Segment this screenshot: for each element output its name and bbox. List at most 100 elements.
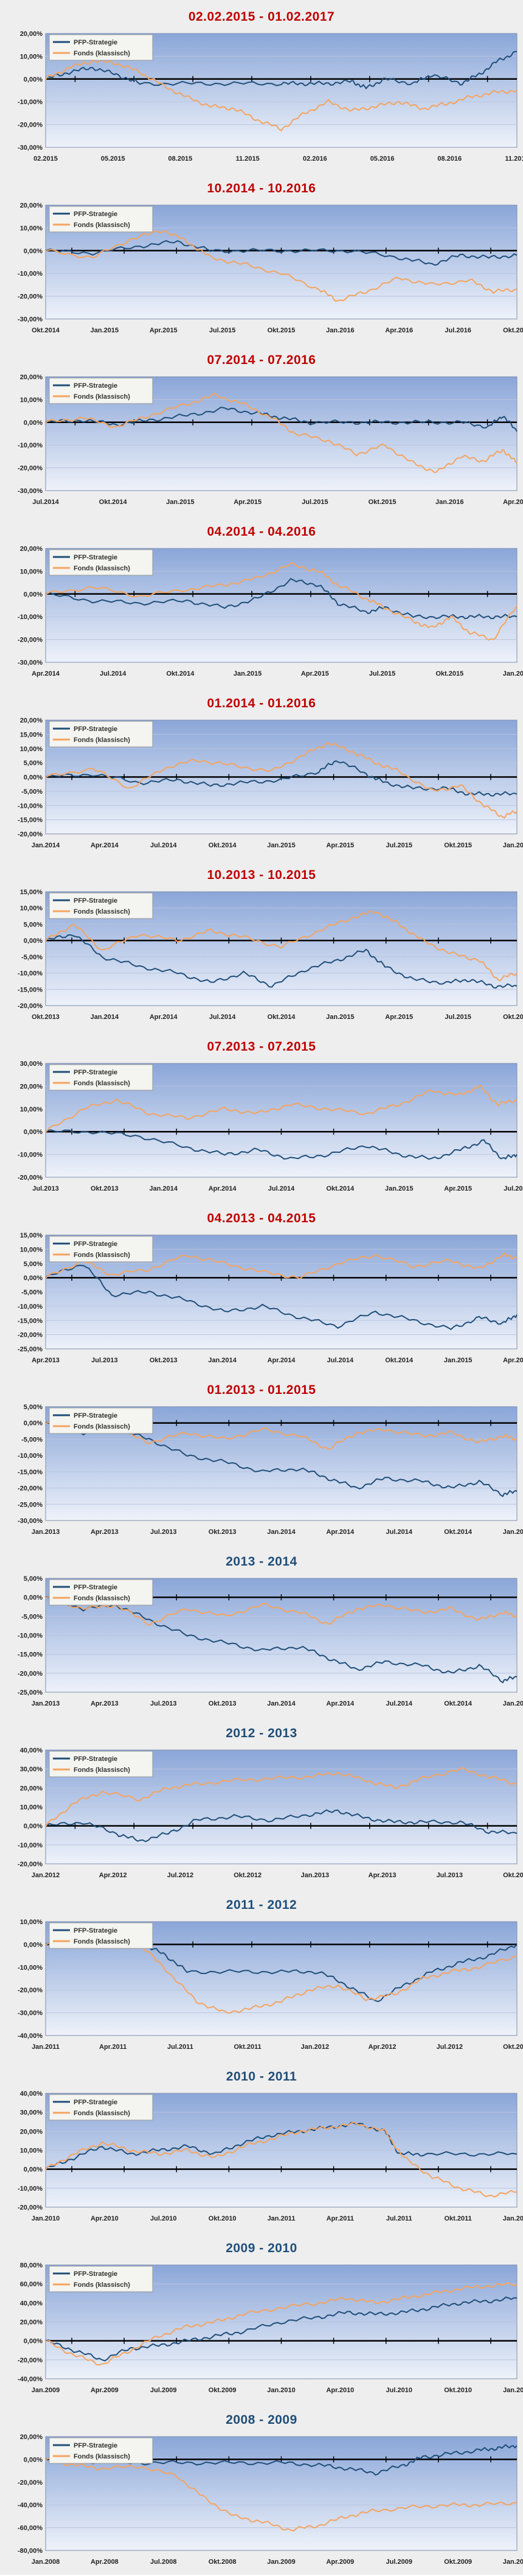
legend-label: PFP-Strategie <box>74 897 117 905</box>
chart-title: 2008 - 2009 <box>226 2413 297 2427</box>
x-tick-label: Okt.2013 <box>209 1528 237 1536</box>
series-line-pfp <box>45 1809 518 1843</box>
series-line-fonds <box>45 58 518 131</box>
legend: PFP-Strategie Fonds (klassisch) <box>49 2266 153 2292</box>
legend-label: Fonds (klassisch) <box>74 50 130 57</box>
x-tick-label: Jan.2011 <box>268 2215 296 2222</box>
legend: PFP-Strategie Fonds (klassisch) <box>49 34 153 61</box>
series-line-fonds <box>45 1421 518 1450</box>
chart-svg: 10,00% 0,00% -10,00% -20,00% -30,00% -40,00% J… <box>18 1919 523 2051</box>
x-tick-label: Apr.2016 <box>385 327 413 334</box>
y-tick-label: 0,00% <box>24 1420 43 1427</box>
x-tick-label: Apr.2015 <box>234 499 262 506</box>
series-line-fonds <box>45 2457 518 2532</box>
legend-label: PFP-Strategie <box>74 1241 117 1248</box>
legend: PFP-Strategie Fonds (klassisch) <box>49 721 153 747</box>
x-tick-label: 08.2015 <box>168 155 193 163</box>
x-tick-label: Apr.2014 <box>32 670 60 677</box>
legend: PFP-Strategie Fonds (klassisch) <box>49 377 153 404</box>
series-line-fonds <box>45 1766 518 1827</box>
series-line-fonds <box>45 910 518 982</box>
x-tick-label: Apr.2009 <box>326 2558 354 2566</box>
x-tick-label: Apr.2010 <box>326 2387 354 2394</box>
x-tick-label: Okt.2011 <box>234 2043 262 2051</box>
y-tick-label: 10,00% <box>20 905 43 912</box>
x-tick-label: Okt.2009 <box>209 2387 237 2394</box>
series-line-fonds <box>45 1085 518 1133</box>
x-tick-label: Jul.2012 <box>437 2043 463 2051</box>
x-tick-label: Jul.2014 <box>150 842 177 849</box>
x-tick-label: Jul.2015 <box>504 1185 523 1192</box>
x-tick-label: Jul.2011 <box>167 2043 193 2051</box>
y-tick-label: -15,00% <box>18 817 43 824</box>
chart-panel: 2008 - 2009 20,00% 0,00% -20,00% -40,00% -60,… <box>0 2403 523 2575</box>
y-tick-label: 10,00% <box>20 1246 43 1253</box>
y-tick-label: 10,00% <box>20 1919 43 1926</box>
x-tick-label: Jan.2015 <box>444 1357 472 1364</box>
x-tick-label: Okt.2010 <box>209 2215 237 2222</box>
chart-title: 10.2014 - 10.2016 <box>207 181 316 195</box>
x-tick-label: Jan.2012 <box>503 2215 523 2222</box>
y-tick-label: -5,00% <box>21 1436 43 1443</box>
legend-label: PFP-Strategie <box>74 2442 117 2449</box>
y-tick-label: -15,00% <box>18 1317 43 1325</box>
x-tick-label: Jan.2015 <box>503 1528 523 1536</box>
chart-title: 07.2013 - 07.2015 <box>207 1040 316 1054</box>
chart-panel: 2009 - 2010 80,00% 60,00% 40,00% 20,00% 0,00%… <box>0 2231 523 2403</box>
x-tick-label: Okt.2014 <box>385 1357 414 1364</box>
legend-box <box>49 721 153 747</box>
x-tick-label: Apr.2015 <box>503 1357 523 1364</box>
legend: PFP-Strategie Fonds (klassisch) <box>49 2437 153 2464</box>
y-tick-label: -10,00% <box>18 2185 43 2193</box>
x-tick-label: Jan.2008 <box>32 2558 60 2566</box>
x-tick-label: Jan.2012 <box>301 2043 329 2051</box>
legend-box <box>49 1579 153 1606</box>
x-tick-label: Apr.2013 <box>369 1872 397 1879</box>
legend-box <box>49 1064 153 1091</box>
y-tick-label: 80,00% <box>20 2262 43 2269</box>
chart-panel: 2013 - 2014 5,00% 0,00% -5,00% -10,00% -15,00… <box>0 1545 523 1717</box>
x-tick-label: Okt.2008 <box>209 2558 237 2566</box>
y-tick-label: 15,00% <box>20 1232 43 1239</box>
legend-box <box>49 549 153 576</box>
chart-panel: 07.2013 - 07.2015 30,00% 20,00% 10,00% 0,00%… <box>0 1030 523 1202</box>
legend-label: Fonds (klassisch) <box>74 908 130 915</box>
series-line-fonds <box>45 2121 518 2198</box>
x-tick-label: Okt.2013 <box>150 1357 178 1364</box>
x-tick-label: Okt.2013 <box>32 1013 60 1021</box>
chart-panel: 2012 - 2013 40,00% 30,00% 20,00% 10,00% 0,00%… <box>0 1717 523 1888</box>
chart-svg: 80,00% 60,00% 40,00% 20,00% 0,00% -20,00% -40,… <box>18 2262 523 2394</box>
legend-box <box>49 1407 153 1434</box>
legend-label: Fonds (klassisch) <box>74 737 130 744</box>
x-tick-label: Jan.2014 <box>32 842 60 849</box>
y-tick-label: -20,00% <box>18 637 43 644</box>
chart-title: 02.02.2015 - 01.02.2017 <box>188 10 335 24</box>
y-tick-label: 0,00% <box>24 591 43 598</box>
y-tick-label: -10,00% <box>18 970 43 978</box>
legend-box <box>49 1236 153 1262</box>
x-tick-label: Jul.2010 <box>386 2387 412 2394</box>
legend-label: Fonds (klassisch) <box>74 1766 130 1774</box>
y-tick-label: -30,00% <box>18 144 43 152</box>
x-tick-label: Jan.2014 <box>150 1185 178 1192</box>
y-tick-label: 0,00% <box>24 1129 43 1136</box>
x-tick-label: Jul.2016 <box>445 327 471 334</box>
y-tick-label: 40,00% <box>20 2300 43 2307</box>
x-tick-label: Apr.2014 <box>91 842 119 849</box>
y-tick-label: 20,00% <box>20 1083 43 1090</box>
x-tick-label: Jan.2015 <box>91 327 119 334</box>
chart-title: 2013 - 2014 <box>226 1555 297 1569</box>
x-tick-label: Jul.2014 <box>386 1528 413 1536</box>
series-line-pfp <box>45 1129 518 1160</box>
x-tick-label: Jan.2015 <box>166 499 194 506</box>
y-tick-label: -40,00% <box>18 2376 43 2383</box>
series-line-fonds <box>45 1251 518 1279</box>
x-tick-label: Jan.2010 <box>267 2387 295 2394</box>
x-tick-label: Okt.2013 <box>91 1185 119 1192</box>
x-tick-label: Jul.2013 <box>437 1872 463 1879</box>
legend-label: Fonds (klassisch) <box>74 1595 130 1602</box>
x-tick-label: Okt.2014 <box>326 1185 355 1192</box>
legend: PFP-Strategie Fonds (klassisch) <box>49 1751 153 1777</box>
y-tick-label: -20,00% <box>18 465 43 472</box>
x-tick-label: Apr.2013 <box>91 1700 119 1707</box>
